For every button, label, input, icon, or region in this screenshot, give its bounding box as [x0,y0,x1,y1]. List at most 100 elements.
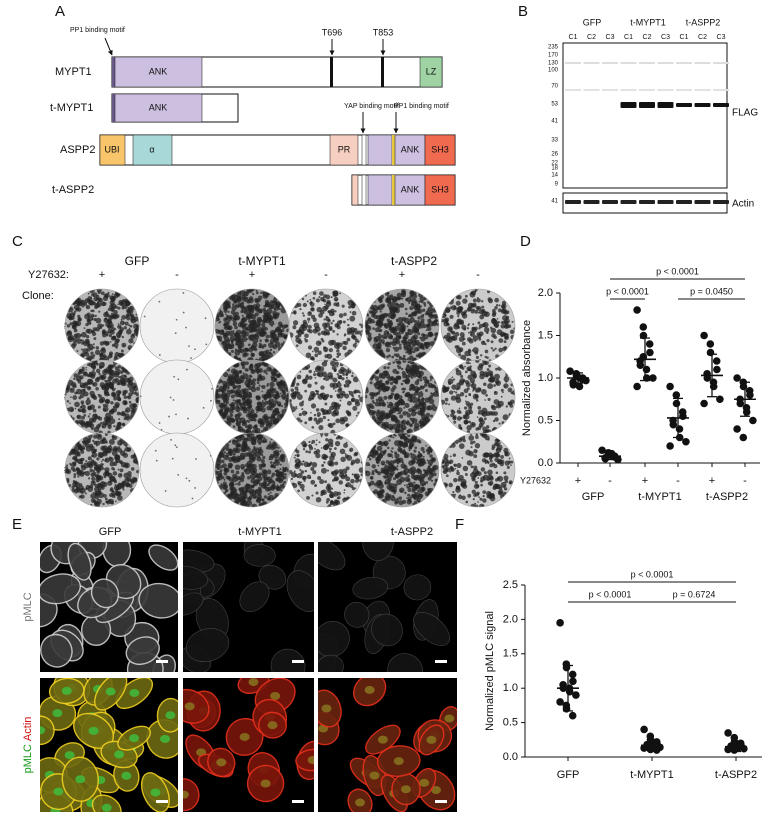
colony [398,411,402,415]
colony [130,479,133,481]
colony [409,321,413,324]
nucleus [184,702,195,711]
colony [465,449,472,456]
colony [380,460,386,466]
colony [261,400,264,403]
colony [385,380,390,385]
colony [83,391,89,397]
colony [104,447,111,454]
colony [427,476,432,481]
colony [397,322,401,327]
colony [408,313,412,317]
colony [102,502,105,506]
colony [229,335,235,341]
column-header: t-ASPP2 [391,526,433,538]
colony [445,474,449,478]
colony [315,443,318,446]
colony [414,323,417,326]
colony [227,476,231,480]
colony [99,374,104,380]
colony [92,408,97,413]
colony [284,406,287,409]
colony [91,366,94,369]
colony [219,404,226,410]
colony [97,297,102,302]
colony [112,378,118,384]
colony [80,404,86,410]
colony [250,319,256,325]
colony [392,436,395,439]
colony [343,312,347,317]
colony [404,307,408,311]
colony [248,305,253,311]
colony [229,452,233,456]
colony [258,309,263,314]
colony [300,470,305,474]
colony [323,461,326,464]
colony [302,475,307,480]
colony [407,487,412,493]
colony [410,383,414,387]
y-axis-label: Normalized absorbance [521,320,533,436]
nucleus [150,788,161,797]
colony [119,320,125,326]
colony [125,416,131,421]
colony [404,402,410,409]
colony [258,487,261,490]
colony [248,404,251,406]
colony [92,292,98,297]
colony [81,415,85,420]
colony [461,495,466,500]
colony [392,297,398,303]
colony [235,444,240,448]
colony [96,376,101,381]
colony [354,342,357,345]
colony [466,366,472,372]
colony [238,480,241,483]
colony [100,421,103,425]
colony [83,414,87,417]
colony [457,294,462,300]
colony [389,308,396,315]
micrograph [318,678,457,812]
colony [489,376,496,383]
arrow [104,37,113,56]
colony [385,424,389,429]
colony [480,483,483,487]
colony [158,422,161,424]
colony [305,366,309,370]
colony [252,337,259,344]
colony [177,378,180,381]
colony [215,470,219,475]
colony [260,473,264,476]
colony [102,301,107,306]
colony [482,494,485,498]
colony [314,484,317,487]
colony [349,315,356,322]
colony [268,442,274,449]
colony [108,333,113,338]
cell [40,633,73,668]
colony [484,311,490,318]
faint-band [676,89,692,91]
colony [478,503,485,507]
colony [406,429,411,434]
colony [175,318,178,321]
colony [502,491,508,497]
colony [229,491,234,495]
colony [413,494,419,501]
colony [130,480,135,485]
colony [398,496,403,500]
colony [400,398,404,402]
colony [128,327,131,330]
colony [332,387,335,390]
colony [350,459,356,465]
colony [410,376,414,379]
colony [468,393,472,396]
colony [261,498,265,502]
colony [122,299,126,303]
colony [414,455,421,461]
colony [393,346,400,352]
band [694,103,711,107]
colony [248,452,252,456]
